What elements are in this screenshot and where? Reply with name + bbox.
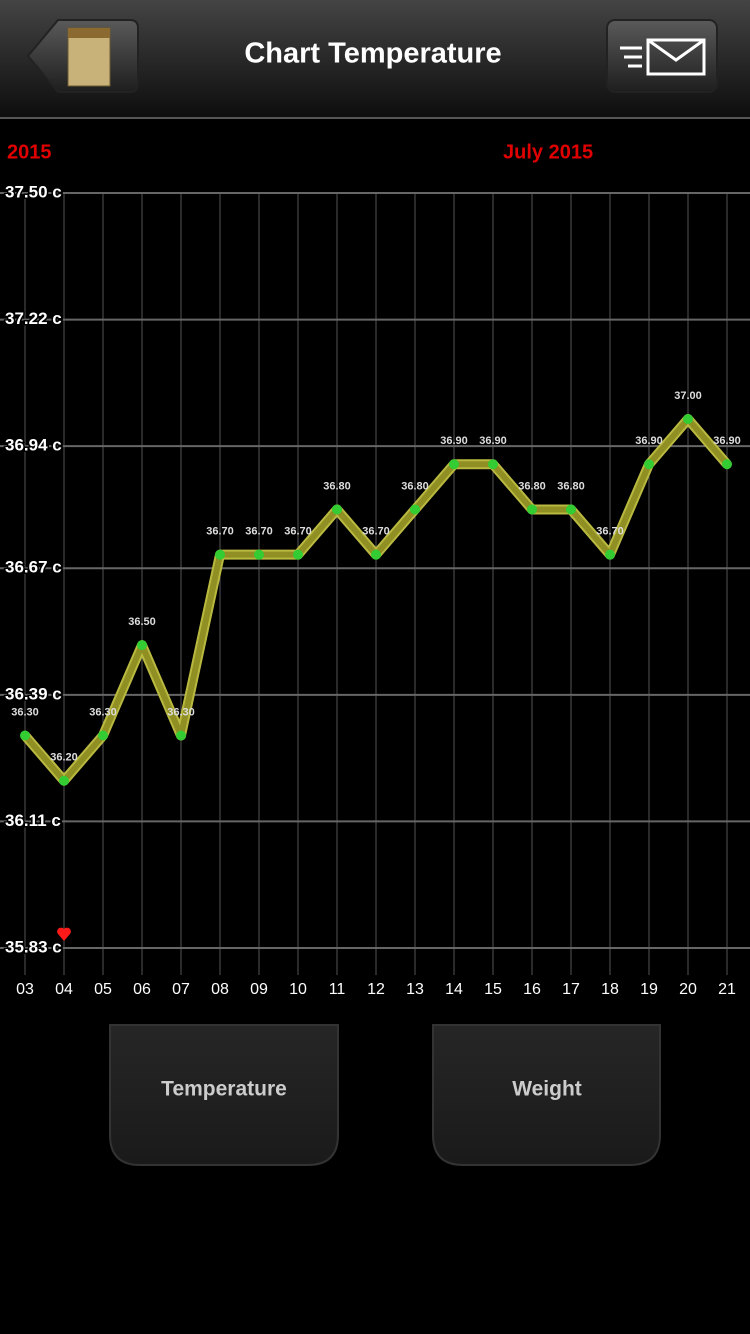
x-tick-label: 05 [94,981,112,998]
y-tick-label: 36.94 c [5,436,62,455]
data-point [605,549,615,560]
tab-label[interactable]: Temperature [161,1078,287,1101]
data-point [176,730,186,741]
data-label: 36.80 [401,480,429,492]
tab-shape[interactable] [432,1024,661,1166]
x-tick-label: 03 [16,981,34,998]
data-label: 36.90 [635,435,663,447]
back-button[interactable] [26,19,139,93]
month-label: July 2015 [503,141,593,163]
data-label: 36.50 [128,616,156,628]
tab-shape[interactable] [109,1024,339,1166]
data-point [332,504,342,515]
tab-label[interactable]: Weight [512,1078,582,1101]
temperature-tab[interactable]: Temperature [109,1024,339,1166]
weight-tab[interactable]: Weight [432,1024,661,1166]
screen-title: Chart Temperature [244,38,501,70]
y-tick-label: 35.83 c [5,937,62,956]
x-tick-label: 19 [640,981,658,998]
x-tick-label: 14 [445,981,463,998]
data-point [20,730,30,741]
data-point [254,549,264,560]
x-tick-label: 17 [562,981,580,998]
heart-icon [57,927,71,941]
x-tick-label: 21 [718,981,736,998]
x-tick-label: 07 [172,981,190,998]
y-tick-label: 37.22 c [5,309,62,328]
x-tick-label: 12 [367,981,385,998]
data-point [527,504,537,515]
calendar-icon-top [68,28,110,38]
data-point [59,775,69,786]
y-tick-label: 36.39 c [5,684,62,703]
x-tick-label: 08 [211,981,229,998]
data-label: 36.70 [596,526,624,538]
x-tick-label: 13 [406,981,424,998]
data-point [722,459,732,470]
x-tick-label: 16 [523,981,541,998]
data-label: 36.30 [89,706,117,718]
data-point [683,414,693,425]
data-point [98,730,108,741]
data-point [566,504,576,515]
data-label: 36.80 [323,480,351,492]
x-tick-label: 20 [679,981,697,998]
data-label: 36.20 [50,752,78,764]
data-point [449,459,459,470]
data-label: 37.00 [674,390,702,402]
month-label: 2015 [7,141,52,163]
data-label: 36.80 [518,480,546,492]
x-tick-label: 15 [484,981,502,998]
data-label: 36.70 [206,526,234,538]
data-point [488,459,498,470]
data-point [215,549,225,560]
envelope-icon [646,38,706,76]
data-point [410,504,420,515]
chart: 2015 July 2015 03 04 05 06 07 08 09 10 11 12 13 14 15 1… [0,141,750,998]
data-label: 36.70 [245,526,273,538]
data-label: 36.70 [284,526,312,538]
x-tick-label: 11 [329,981,346,998]
x-tick-label: 09 [250,981,268,998]
data-label: 36.30 [11,706,39,718]
x-tick-label: 06 [133,981,151,998]
y-tick-label: 36.11 c [5,811,61,830]
mail-button[interactable] [606,19,718,93]
y-tick-label: 36.67 c [5,558,62,577]
x-tick-label: 10 [289,981,307,998]
x-tick-label: 18 [601,981,619,998]
data-point [293,549,303,560]
data-label: 36.30 [167,706,195,718]
data-label: 36.90 [440,435,468,447]
data-point [371,549,381,560]
speed-lines [620,46,642,68]
data-point [644,459,654,470]
data-label: 36.90 [479,435,507,447]
data-label: 36.70 [362,526,390,538]
mail-button-shape[interactable] [606,19,718,93]
data-label: 36.80 [557,480,585,492]
data-point [137,640,147,651]
x-tick-label: 04 [55,981,73,998]
data-label: 36.90 [713,435,741,447]
y-tick-label: 37.50 c [5,182,62,201]
